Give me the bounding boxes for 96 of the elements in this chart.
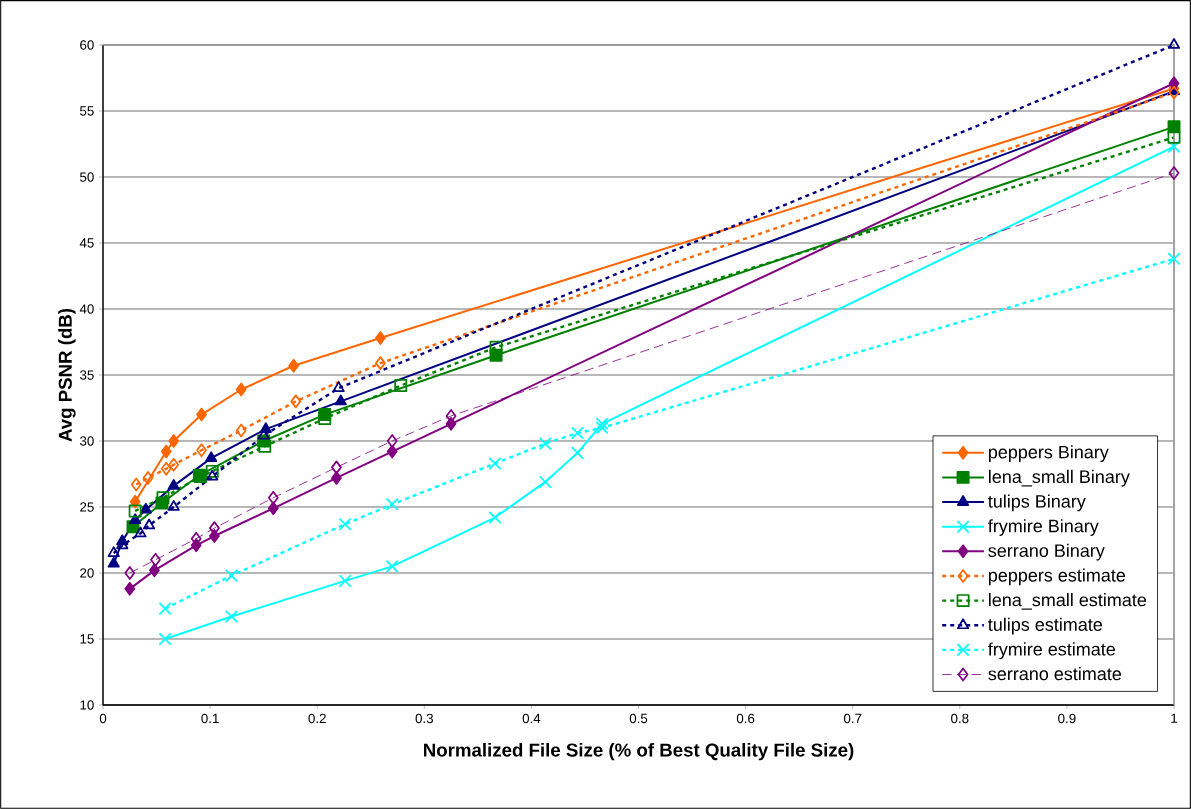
point — [158, 632, 172, 646]
point — [1168, 166, 1180, 180]
point — [205, 451, 218, 463]
point — [338, 574, 352, 588]
legend-label: peppers Binary — [988, 445, 1109, 463]
x-tick-label: 0.7 — [843, 713, 862, 724]
legend-label: frymire Binary — [988, 519, 1099, 536]
point — [196, 407, 207, 422]
point — [1167, 130, 1181, 144]
point — [334, 394, 347, 406]
point — [375, 356, 386, 370]
point — [124, 581, 136, 596]
legend-label: frymire estimate — [988, 642, 1116, 660]
point — [318, 412, 332, 426]
legend-label: peppers estimate — [988, 568, 1126, 586]
x-tick-label: 1 — [1171, 713, 1178, 723]
point — [338, 517, 352, 531]
point — [488, 456, 502, 470]
legend-label: serrano estimate — [988, 667, 1122, 681]
point — [167, 479, 180, 490]
y-tick-label: 60 — [80, 40, 94, 50]
y-tick-label: 25 — [80, 502, 94, 512]
point — [570, 446, 584, 460]
point — [160, 461, 172, 476]
point — [331, 471, 342, 485]
y-tick-label: 55 — [80, 106, 94, 116]
point — [167, 500, 180, 511]
point — [235, 423, 247, 438]
point — [489, 340, 503, 354]
x-tick-label: 0 — [99, 713, 107, 724]
point — [129, 513, 142, 525]
point — [128, 504, 142, 518]
point — [386, 434, 398, 448]
point — [332, 381, 345, 393]
point — [375, 331, 386, 345]
point — [142, 471, 154, 485]
y-tick-label: 35 — [79, 370, 94, 380]
point — [196, 443, 207, 458]
point — [267, 490, 279, 505]
point — [143, 518, 156, 530]
x-tick-label: 0.8 — [951, 713, 969, 724]
point — [331, 460, 342, 475]
point — [290, 394, 302, 409]
legend-label: lena_small Binary — [989, 469, 1130, 487]
x-axis-title: Normalized File Size (% of Best Quality File Size) — [424, 742, 854, 761]
point — [168, 434, 180, 448]
x-tick-label: 0.5 — [629, 713, 648, 724]
point — [206, 469, 219, 481]
legend-label: tulips estimate — [988, 617, 1103, 635]
point — [1167, 140, 1181, 154]
point — [538, 437, 552, 451]
point — [168, 457, 180, 472]
point — [595, 417, 609, 431]
x-tick-label: 0.6 — [736, 713, 755, 724]
point — [160, 444, 172, 459]
point — [385, 497, 399, 511]
y-tick-label: 10 — [80, 700, 94, 710]
point — [235, 382, 247, 397]
x-tick-label: 0.4 — [522, 713, 541, 724]
y-tick-label: 30 — [79, 436, 94, 446]
point — [225, 569, 239, 583]
legend-label: tulips Binary — [988, 494, 1086, 512]
point — [288, 358, 300, 373]
x-tick-label: 0.3 — [415, 713, 433, 724]
point — [595, 421, 609, 435]
y-tick-label: 45 — [79, 238, 94, 248]
point — [130, 477, 142, 492]
y-tick-label: 40 — [79, 304, 94, 314]
legend-label: lena_small estimate — [989, 593, 1147, 610]
point — [149, 563, 160, 578]
point — [134, 526, 147, 538]
point — [124, 566, 136, 580]
y-tick-label: 15 — [80, 634, 94, 644]
point — [107, 546, 120, 558]
point — [570, 426, 584, 440]
y-tick-label: 50 — [80, 172, 94, 182]
point — [386, 444, 398, 459]
x-tick-label: 0.9 — [1058, 713, 1076, 724]
point — [394, 379, 408, 393]
point — [150, 552, 161, 567]
x-tick-label: 0.2 — [308, 713, 326, 724]
y-tick-label: 20 — [80, 568, 94, 578]
point — [538, 475, 552, 489]
point — [158, 602, 172, 616]
point — [267, 501, 279, 516]
point — [107, 556, 120, 568]
legend-label: serrano Binary — [988, 543, 1105, 561]
point — [209, 521, 220, 535]
point — [1167, 252, 1181, 266]
point — [488, 511, 502, 525]
y-axis-title: Avg PSNR (dB) — [58, 308, 76, 442]
point — [205, 464, 219, 478]
x-tick-label: 0.1 — [201, 713, 219, 724]
point — [385, 559, 399, 573]
point — [1167, 38, 1181, 49]
point — [225, 610, 239, 624]
